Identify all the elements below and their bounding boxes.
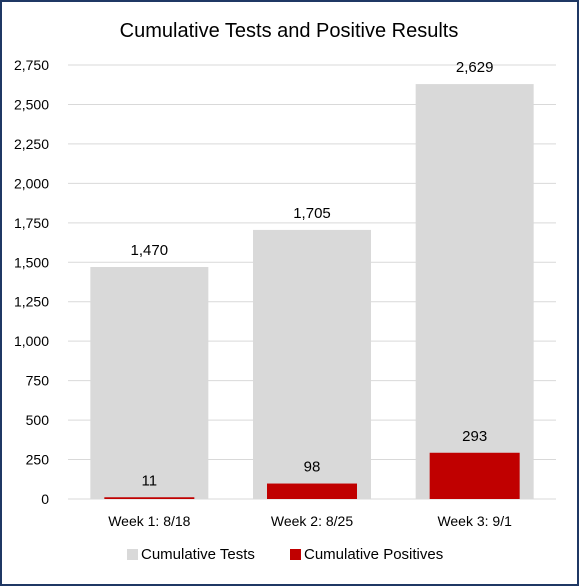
bar-cumulative-tests [415,84,534,499]
data-label-positives: 11 [142,472,158,489]
legend-label: Cumulative Tests [141,546,255,563]
y-tick-label: 250 [26,452,50,468]
legend: Cumulative Tests Cumulative Positives [127,546,443,563]
y-tick-label: 2,250 [14,136,49,152]
y-tick-label: 1,250 [14,294,49,310]
legend-swatch [127,549,138,560]
bar-cumulative-tests [90,267,209,499]
y-axis: 0 250 500 750 1,000 1,250 1,500 1,750 2,000 2,250… [14,57,49,507]
x-axis: Week 1: 8/18 Week 2: 8/25 Week 3: 9/1 [108,513,512,529]
legend-label: Cumulative Positives [304,546,443,563]
legend-swatch [290,549,301,560]
x-tick-label: Week 2: 8/25 [271,513,353,529]
data-label-positives: 98 [304,459,321,476]
bars: 1,470 11 1,705 98 2,629 293 [90,59,534,500]
y-tick-label: 0 [41,491,49,507]
y-tick-label: 2,500 [14,96,49,112]
x-tick-label: Week 3: 9/1 [437,513,512,529]
x-tick-label: Week 1: 8/18 [108,513,190,529]
bar-cumulative-positives [429,452,520,499]
y-tick-label: 1,000 [14,333,49,349]
y-tick-label: 500 [26,412,50,428]
bar-cumulative-positives [104,497,195,499]
y-tick-label: 1,750 [14,215,49,231]
bar-cumulative-tests [253,229,371,500]
y-tick-label: 1,500 [14,254,49,270]
y-tick-label: 2,000 [14,175,49,191]
data-label-tests: 1,705 [293,205,331,222]
y-tick-label: 2,750 [14,57,49,73]
y-tick-label: 750 [26,373,50,389]
bar-cumulative-positives [267,483,357,499]
data-label-positives: 293 [462,428,487,445]
data-label-tests: 2,629 [456,59,494,76]
data-label-tests: 1,470 [131,242,169,259]
chart-title: Cumulative Tests and Positive Results [120,20,459,42]
